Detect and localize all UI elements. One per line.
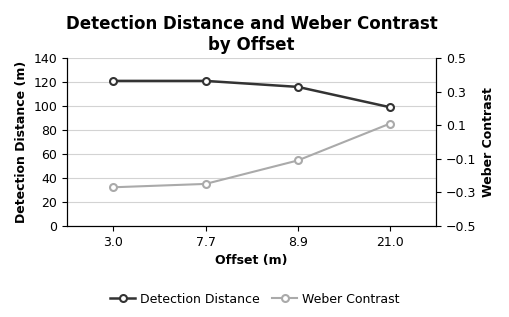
Weber Contrast bbox=[110, 185, 116, 189]
Line: Weber Contrast: Weber Contrast bbox=[109, 120, 393, 191]
Y-axis label: Detection Distance (m): Detection Distance (m) bbox=[15, 61, 28, 223]
Title: Detection Distance and Weber Contrast
by Offset: Detection Distance and Weber Contrast by… bbox=[66, 15, 437, 54]
Y-axis label: Weber Contrast: Weber Contrast bbox=[481, 87, 494, 197]
Legend: Detection Distance, Weber Contrast: Detection Distance, Weber Contrast bbox=[105, 288, 404, 311]
Detection Distance bbox=[202, 79, 208, 83]
Detection Distance bbox=[386, 105, 392, 109]
Line: Detection Distance: Detection Distance bbox=[109, 77, 393, 111]
Weber Contrast bbox=[294, 158, 300, 162]
Weber Contrast bbox=[386, 122, 392, 126]
Weber Contrast bbox=[202, 182, 208, 186]
Detection Distance bbox=[294, 85, 300, 89]
Detection Distance bbox=[110, 79, 116, 83]
X-axis label: Offset (m): Offset (m) bbox=[215, 254, 288, 267]
